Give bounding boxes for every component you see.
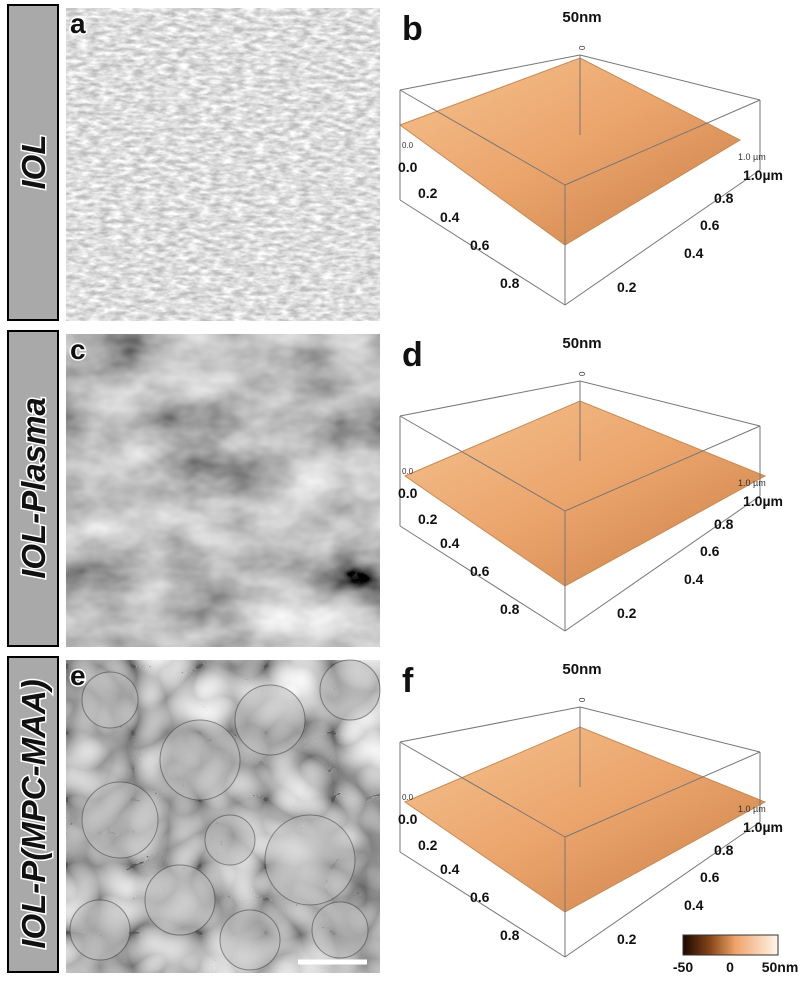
y-tick-label: 1.0µm bbox=[743, 493, 783, 509]
bump bbox=[205, 815, 255, 865]
plot-letter: f bbox=[402, 662, 414, 700]
bump bbox=[320, 660, 380, 720]
x-tick-label: 0.6 bbox=[470, 237, 490, 253]
y-tick-label: 0.6 bbox=[700, 869, 720, 885]
bump bbox=[160, 720, 240, 800]
z-max-label: 50nm bbox=[562, 335, 601, 352]
z-zero-label: 0 bbox=[578, 45, 587, 50]
colorbar-label: 0 bbox=[726, 959, 734, 975]
box-edge bbox=[400, 381, 580, 416]
afm-image bbox=[66, 8, 380, 321]
afm-image bbox=[66, 334, 380, 647]
z-max-label: 50nm bbox=[562, 661, 601, 678]
sample-label: IOL-Plasma bbox=[15, 397, 52, 579]
origin-label: 0.0 bbox=[402, 793, 414, 802]
bump bbox=[82, 672, 138, 728]
x-end-label: 1.0 µm bbox=[738, 804, 766, 814]
x-end-label: 1.0 µm bbox=[738, 152, 766, 162]
plot-letter: b bbox=[402, 10, 423, 48]
z-zero-label: 0 bbox=[578, 697, 587, 702]
colorbar bbox=[683, 935, 778, 955]
x-end-label: 1.0 µm bbox=[738, 478, 766, 488]
y-tick-label: 0.8 bbox=[714, 842, 734, 858]
x-tick-label: 0.4 bbox=[440, 535, 460, 551]
x-tick-label: 0.0 bbox=[398, 811, 418, 827]
colorbar-label: 50nm bbox=[762, 959, 799, 975]
sample-label: IOL-P(MPC-MAA) bbox=[15, 679, 52, 948]
origin-label: 0.0 bbox=[402, 467, 414, 476]
image-letter: c bbox=[70, 334, 86, 365]
x-tick-label: 0.8 bbox=[500, 927, 520, 943]
x-tick-label: 0.4 bbox=[440, 209, 460, 225]
bump bbox=[235, 685, 305, 755]
y-tick-label: 0.6 bbox=[700, 217, 720, 233]
box-edge bbox=[400, 707, 580, 742]
bump bbox=[312, 902, 368, 958]
x-tick-label: 0.2 bbox=[418, 837, 438, 853]
plot-letter: d bbox=[402, 336, 423, 374]
y-tick-label: 0.8 bbox=[714, 516, 734, 532]
x-tick-label: 0.4 bbox=[440, 861, 460, 877]
bump bbox=[70, 900, 130, 960]
x-tick-label: 0.2 bbox=[418, 185, 438, 201]
y-tick-label: 0.4 bbox=[684, 897, 704, 913]
bump bbox=[145, 865, 215, 935]
y-tick-label: 1.0µm bbox=[743, 819, 783, 835]
x-tick-label: 0.2 bbox=[418, 511, 438, 527]
y-tick-label: 0.2 bbox=[617, 279, 637, 295]
x-tick-label: 0.6 bbox=[470, 889, 490, 905]
z-max-label: 50nm bbox=[562, 9, 601, 26]
x-tick-label: 0.0 bbox=[398, 485, 418, 501]
y-tick-label: 1.0µm bbox=[743, 167, 783, 183]
bump bbox=[265, 815, 355, 905]
y-tick-label: 0.8 bbox=[714, 190, 734, 206]
sample-label: IOL bbox=[15, 135, 52, 190]
z-zero-label: 0 bbox=[578, 371, 587, 376]
bump bbox=[82, 782, 158, 858]
x-tick-label: 0.8 bbox=[500, 601, 520, 617]
x-tick-label: 0.0 bbox=[398, 159, 418, 175]
y-tick-label: 0.2 bbox=[617, 605, 637, 621]
image-letter: e bbox=[70, 660, 86, 691]
x-tick-label: 0.8 bbox=[500, 275, 520, 291]
y-tick-label: 0.6 bbox=[700, 543, 720, 559]
x-tick-label: 0.6 bbox=[470, 563, 490, 579]
y-tick-label: 0.2 bbox=[617, 931, 637, 947]
image-letter: a bbox=[70, 8, 86, 39]
bump bbox=[220, 910, 280, 970]
y-tick-label: 0.4 bbox=[684, 571, 704, 587]
y-tick-label: 0.4 bbox=[684, 245, 704, 261]
colorbar-label: -50 bbox=[673, 959, 693, 975]
figure: IOLab50nm00.01.0 µm0.00.20.40.60.81.0µm0… bbox=[0, 0, 806, 991]
origin-label: 0.0 bbox=[402, 141, 414, 150]
